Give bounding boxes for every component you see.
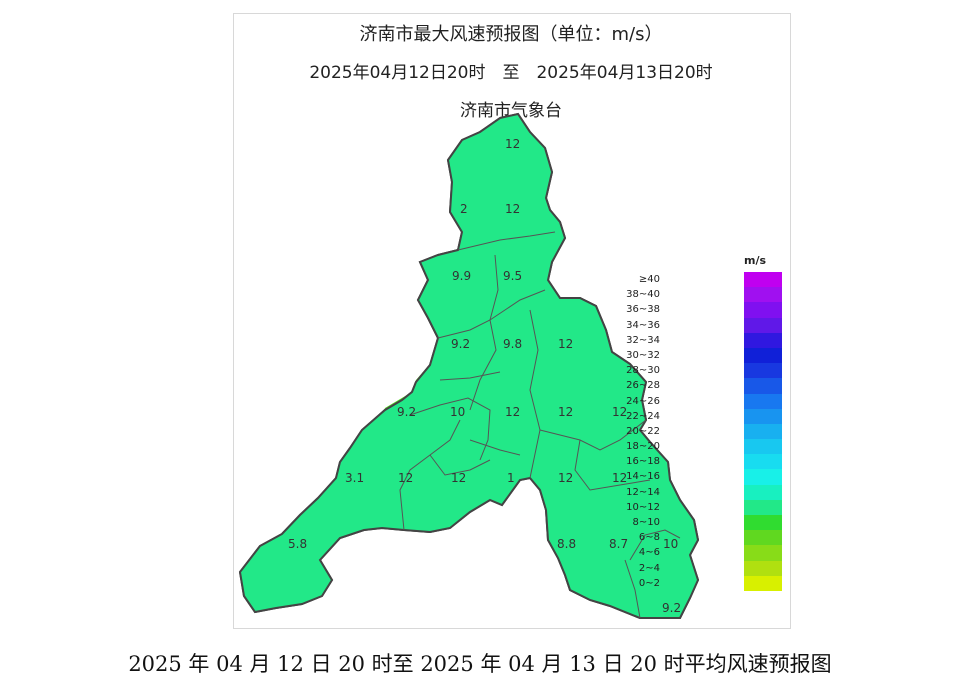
legend-label: 18~20 xyxy=(626,441,660,453)
legend-swatch xyxy=(744,545,782,561)
legend-swatch xyxy=(744,560,782,576)
legend-label: 30~32 xyxy=(626,349,660,361)
legend-label: 26~28 xyxy=(626,380,660,392)
value-label: 10 xyxy=(663,537,678,551)
legend-swatch xyxy=(744,332,782,348)
value-label: 9.2 xyxy=(397,405,416,419)
value-label: 3.1 xyxy=(345,471,364,485)
legend-swatch xyxy=(744,423,782,440)
legend-swatch xyxy=(744,484,782,500)
legend-swatch xyxy=(744,317,782,333)
legend-label: 14~16 xyxy=(626,471,660,483)
legend-swatch xyxy=(744,347,782,364)
legend-label: 32~34 xyxy=(626,334,660,346)
legend-swatch xyxy=(744,287,782,303)
district-boundaries xyxy=(399,231,681,619)
legend-swatch xyxy=(744,439,782,455)
legend-label: 6~8 xyxy=(638,532,660,544)
legend-swatch xyxy=(744,378,782,394)
value-label: 12 xyxy=(558,337,573,351)
map-time-range: 2025年04月12日20时 至 2025年04月13日20时 xyxy=(309,63,713,83)
legend-swatch xyxy=(744,302,782,318)
map-title: 济南市最大风速预报图（单位：m/s） xyxy=(359,24,663,45)
legend-swatch xyxy=(744,575,782,591)
value-label: 12 xyxy=(398,471,413,485)
map-issuer: 济南市气象台 xyxy=(460,101,562,121)
legend-swatch xyxy=(744,499,782,515)
legend-swatch xyxy=(744,454,782,470)
legend-label: 4~6 xyxy=(638,547,660,559)
value-label: 12 xyxy=(505,202,520,216)
legend-label: 20~22 xyxy=(626,425,660,437)
value-label: 12 xyxy=(505,405,520,419)
value-label: 8.8 xyxy=(557,537,576,551)
legend-label: 16~18 xyxy=(626,456,660,468)
value-label: 5.8 xyxy=(288,537,307,551)
legend-swatch xyxy=(744,530,782,546)
legend-swatch xyxy=(744,515,782,531)
legend-label: 2~4 xyxy=(638,562,660,574)
legend-swatch xyxy=(744,469,782,485)
value-label: 12 xyxy=(612,471,627,485)
legend-swatch xyxy=(744,408,782,424)
value-label: 12 xyxy=(612,405,627,419)
legend-label: 0~2 xyxy=(638,577,660,589)
value-label: 2 xyxy=(460,202,468,216)
legend-label: 38~40 xyxy=(626,289,660,301)
value-label: 9.9 xyxy=(452,269,471,283)
value-label: 8.7 xyxy=(609,537,628,551)
legend-swatch xyxy=(744,393,782,409)
value-label: 9.2 xyxy=(451,337,470,351)
legend-label: 8~10 xyxy=(632,517,660,528)
legend-label: 34~36 xyxy=(626,319,660,331)
value-label: 9.5 xyxy=(503,269,522,283)
legend-label: 10~12 xyxy=(626,501,660,513)
value-label: 12 xyxy=(558,471,573,485)
value-label: 9.8 xyxy=(503,337,522,351)
legend-label: 36~38 xyxy=(626,304,660,316)
legend-label: 22~24 xyxy=(626,410,660,422)
legend-unit: m/s xyxy=(744,254,767,267)
value-label: 12 xyxy=(558,405,573,419)
value-label: 1 xyxy=(507,471,515,485)
value-label: 12 xyxy=(451,471,466,485)
figure-caption: 2025 年 04 月 12 日 20 时至 2025 年 04 月 13 日 … xyxy=(128,652,832,676)
legend-label: 24~26 xyxy=(626,395,660,407)
legend-swatch xyxy=(744,363,782,379)
value-label: 10 xyxy=(450,405,465,419)
legend-label: 28~30 xyxy=(626,365,660,377)
value-labels: 12 2 12 9.9 9.5 9.2 9.8 12 9.2 10 12 12 … xyxy=(288,137,681,615)
value-label: 9.2 xyxy=(662,601,681,615)
legend-swatch xyxy=(744,272,782,288)
value-label: 12 xyxy=(505,137,520,151)
legend-label: ≥40 xyxy=(638,274,660,285)
legend-label: 12~14 xyxy=(626,486,660,498)
